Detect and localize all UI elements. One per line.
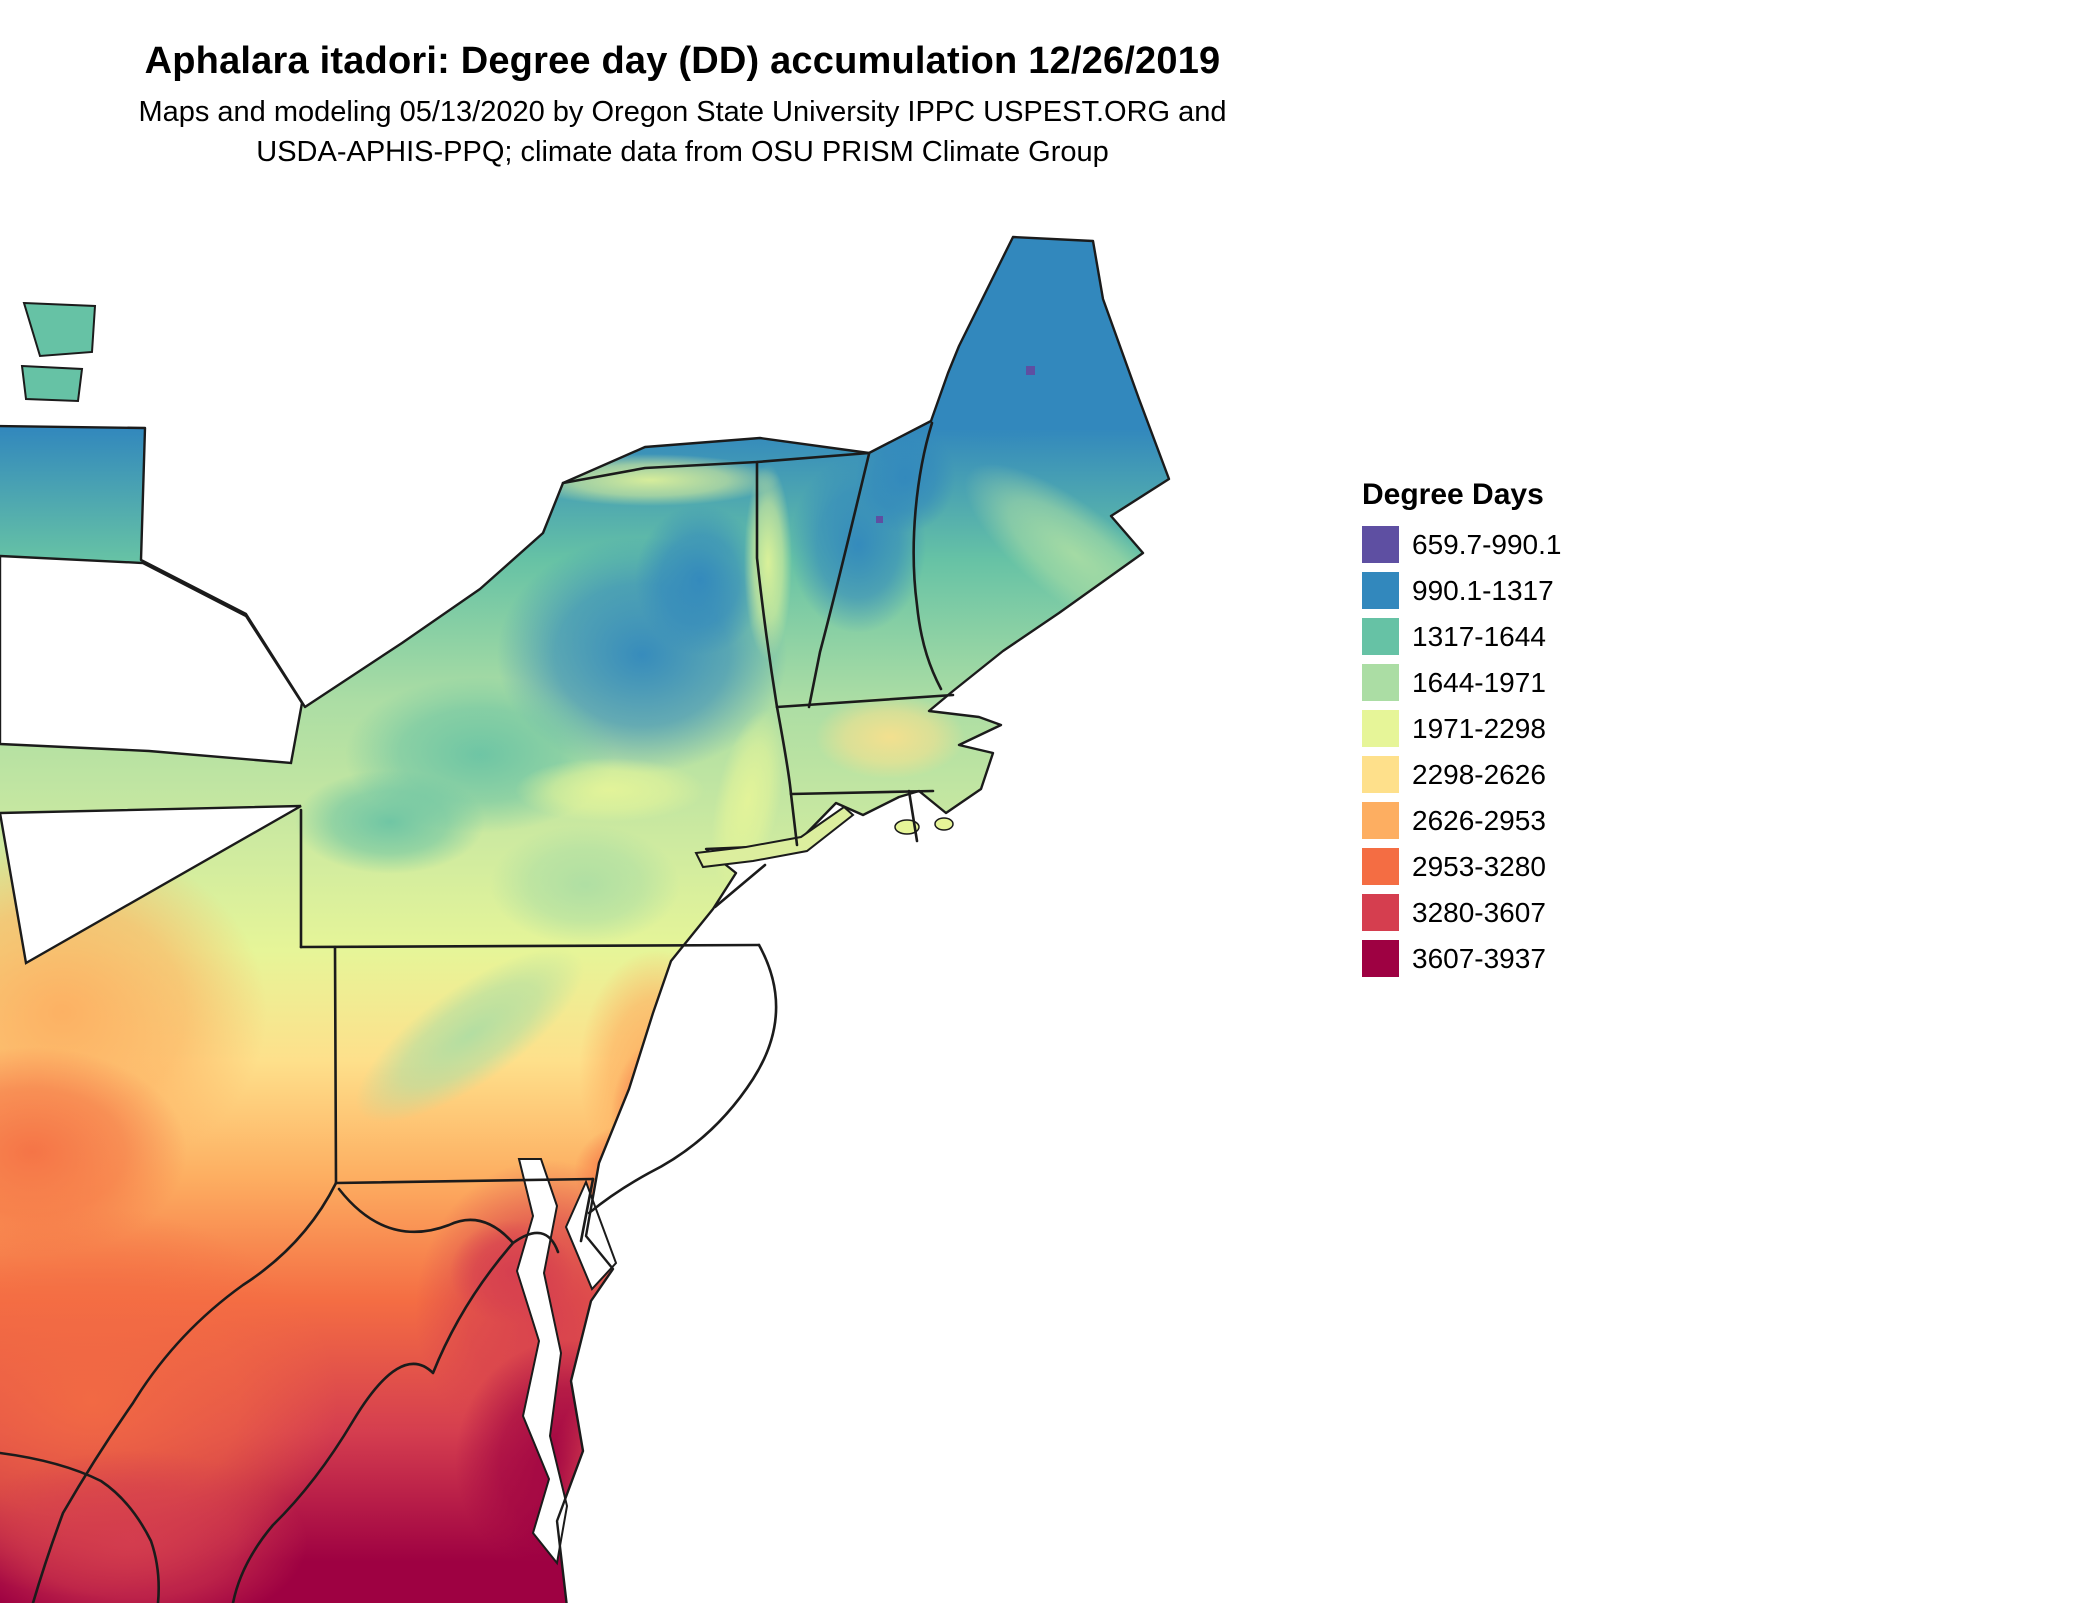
lake-ontario [0, 554, 304, 765]
long-island [694, 805, 855, 869]
low-dd-specks [876, 366, 1035, 523]
legend-swatch [1362, 664, 1399, 701]
regional-color-variation [0, 237, 1169, 1603]
legend-swatch [1362, 802, 1399, 839]
coastal-islands [894, 817, 954, 835]
legend-swatch [1362, 710, 1399, 747]
legend-label: 2953-3280 [1412, 850, 1546, 882]
legend-swatch [1362, 526, 1399, 563]
legend-entry: 1644-1971 [1362, 664, 1702, 701]
legend-swatch [1362, 848, 1399, 885]
state-borders [0, 421, 955, 1603]
legend-label: 1971-2298 [1412, 712, 1546, 744]
legend-label: 990.1-1317 [1412, 574, 1554, 606]
lake-erie [0, 804, 302, 965]
canada-patches [20, 301, 97, 403]
legend-swatch [1362, 894, 1399, 931]
chesapeake-bay [515, 1158, 569, 1566]
legend-title: Degree Days [1362, 478, 1544, 511]
legend-entry: 2626-2953 [1362, 802, 1702, 839]
legend-label: 3607-3937 [1412, 942, 1546, 974]
legend-swatch [1362, 940, 1399, 977]
delaware-bay [564, 1179, 618, 1291]
legend-entry: 659.7-990.1 [1362, 526, 1702, 563]
legend-entry: 2298-2626 [1362, 756, 1702, 793]
legend-swatch [1362, 618, 1399, 655]
subtitle-line-2: USDA-APHIS-PPQ; climate data from OSU PR… [256, 136, 1109, 169]
legend-entry: 1971-2298 [1362, 710, 1702, 747]
legend-entry: 1317-1644 [1362, 618, 1702, 655]
legend-label: 1317-1644 [1412, 620, 1546, 652]
page-subtitle: Maps and modeling 05/13/2020 by Oregon S… [0, 92, 1365, 172]
legend-label: 3280-3607 [1412, 896, 1546, 928]
legend-swatch [1362, 572, 1399, 609]
legend-label: 2626-2953 [1412, 804, 1546, 836]
legend-entry: 990.1-1317 [1362, 572, 1702, 609]
legend-entry: 2953-3280 [1362, 848, 1702, 885]
coastline-outline [0, 235, 1171, 1603]
legend-entry: 3280-3607 [1362, 894, 1702, 931]
legend: Degree Days 659.7-990.1 990.1-1317 1317-… [1362, 478, 1702, 986]
legend-label: 1644-1971 [1412, 666, 1546, 698]
legend-entry: 3607-3937 [1362, 940, 1702, 977]
legend-label: 2298-2626 [1412, 758, 1546, 790]
subtitle-line-1: Maps and modeling 05/13/2020 by Oregon S… [138, 96, 1227, 128]
page-title: Aphalara itadori: Degree day (DD) accumu… [144, 40, 1221, 82]
legend-label: 659.7-990.1 [1412, 528, 1562, 560]
legend-swatch [1362, 756, 1399, 793]
